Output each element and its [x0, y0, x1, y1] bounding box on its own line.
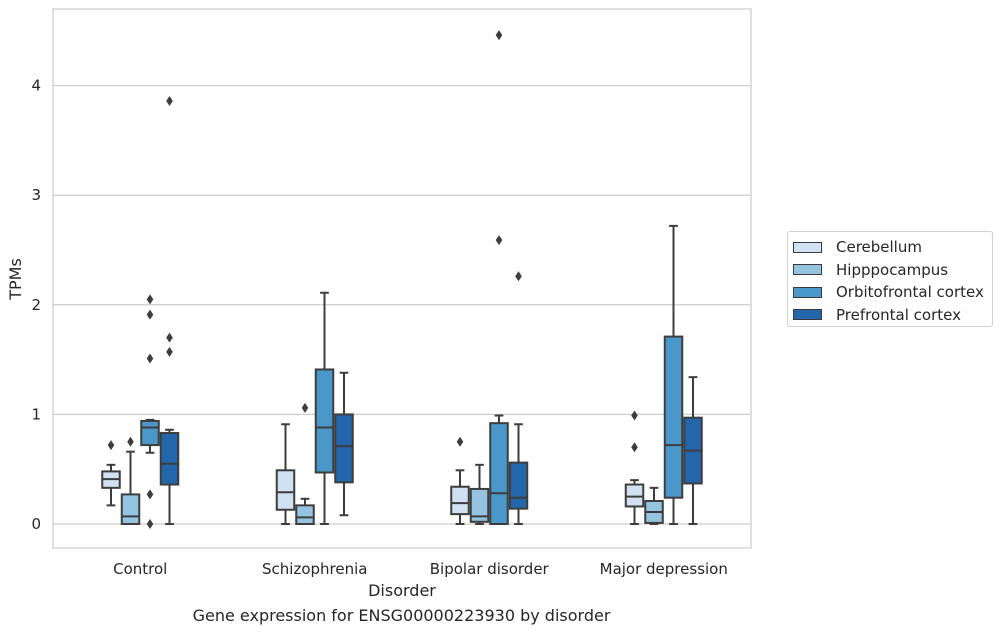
box-cerebellum-2	[450, 436, 470, 525]
outlier-point	[301, 402, 309, 413]
legend-item-hippocampus: Hipppocampus	[793, 259, 992, 282]
box-iqr	[120, 493, 141, 525]
y-tick-label: 3	[31, 186, 41, 204]
legend-item-orbitofrontal: Orbitofrontal cortex	[793, 281, 992, 304]
plot-area-frame	[52, 8, 752, 549]
boxes	[101, 30, 703, 529]
x-tick-label: Bipolar disorder	[430, 560, 550, 578]
box-orbitofrontal-cortex-3	[663, 224, 684, 525]
box-cerebellum-3	[624, 410, 645, 525]
box-prefrontal-cortex-0	[159, 95, 180, 525]
box-iqr	[450, 485, 470, 516]
outlier-point	[456, 436, 464, 447]
legend-item-prefrontal: Prefrontal cortex	[793, 304, 992, 327]
y-axis-label: TPMs	[6, 258, 25, 301]
box-iqr	[663, 335, 684, 499]
y-tick-labels: 0 1 2 3 4	[31, 77, 41, 533]
figure-caption: Gene expression for ENSG00000223930 by d…	[192, 606, 611, 625]
outlier-point	[146, 309, 154, 320]
box-iqr	[469, 487, 490, 523]
outlier-point	[495, 235, 503, 246]
box-cerebellum-1	[275, 423, 296, 525]
outlier-point	[515, 271, 522, 282]
y-tick-label: 4	[31, 77, 41, 95]
outlier-point	[495, 30, 503, 41]
outlier-point	[631, 442, 638, 453]
box-iqr	[295, 504, 315, 526]
outlier-point	[166, 332, 173, 343]
box-hipppocampus-2	[469, 463, 490, 525]
legend-swatch-orbitofrontal	[793, 286, 822, 298]
box-iqr	[624, 483, 645, 508]
box-prefrontal-cortex-2	[508, 271, 529, 525]
outlier-point	[166, 346, 173, 357]
legend-label: Orbitofrontal cortex	[836, 283, 984, 302]
outlier-point	[146, 489, 154, 500]
legend-swatch-hippocampus	[793, 264, 822, 276]
x-tick-label: Schizophrenia	[262, 560, 367, 578]
x-tick-label: Major depression	[600, 560, 728, 578]
legend-item-cerebellum: Cerebellum	[793, 236, 992, 259]
outlier-point	[166, 95, 173, 106]
grid-lines	[53, 84, 751, 525]
y-tick-label: 1	[31, 405, 41, 423]
x-tick-label: Control	[113, 560, 167, 578]
box-prefrontal-cortex-3	[683, 376, 703, 525]
legend-label: Prefrontal cortex	[836, 305, 961, 324]
legend-label: Hipppocampus	[836, 260, 949, 279]
box-iqr	[140, 419, 160, 447]
outlier-point	[146, 519, 154, 529]
box-orbitofrontal-cortex-1	[314, 291, 335, 525]
legend-label: Cerebellum	[836, 238, 922, 257]
box-iqr	[489, 422, 509, 525]
box-hipppocampus-1	[295, 402, 315, 526]
box-iqr	[275, 469, 296, 511]
box-orbitofrontal-cortex-0	[140, 294, 160, 529]
y-tick-label: 0	[31, 515, 41, 533]
outlier-point	[631, 410, 638, 421]
box-cerebellum-0	[101, 440, 121, 507]
legend-swatch-prefrontal	[793, 309, 822, 321]
box-iqr	[314, 368, 335, 474]
box-hipppocampus-0	[120, 436, 141, 525]
x-axis-label: Disorder	[368, 581, 436, 600]
y-tick-label: 2	[31, 296, 41, 314]
box-iqr	[508, 461, 529, 510]
x-tick-labels: Control Schizophrenia Bipolar disorder Majo…	[113, 560, 728, 578]
outlier-point	[146, 294, 154, 305]
outlier-point	[146, 353, 154, 364]
outlier-point	[107, 440, 115, 451]
box-hipppocampus-3	[644, 486, 664, 525]
legend: Cerebellum Hipppocampus Orbitofrontal co…	[787, 231, 993, 327]
box-iqr	[159, 432, 180, 486]
box-orbitofrontal-cortex-2	[489, 30, 509, 525]
box-iqr	[334, 413, 354, 484]
box-prefrontal-cortex-1	[334, 371, 354, 517]
legend-swatch-cerebellum	[793, 241, 822, 253]
outlier-point	[127, 436, 134, 447]
